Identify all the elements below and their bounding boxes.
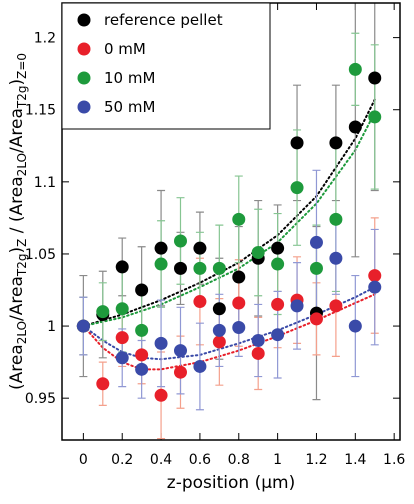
data-point [212,323,226,337]
data-point [290,299,304,313]
data-point [309,235,323,249]
data-point [329,136,343,150]
data-point [232,321,246,335]
x-tick-label: 0.6 [189,452,211,468]
label-subscript: 2LO [15,153,29,176]
data-point [290,136,304,150]
label-part: /Area [7,276,27,321]
data-point [212,261,226,275]
label-part: / (Area [7,176,27,238]
data-point [271,328,285,342]
x-tick-label: 0.2 [111,452,133,468]
x-tick-label: 0.8 [228,452,250,468]
data-point [193,241,207,255]
legend-label: reference pellet [104,11,223,29]
data-point [154,257,168,271]
data-point [271,297,285,311]
legend-box [61,2,271,130]
data-point [232,270,246,284]
y-tick-label: 1.05 [25,247,56,263]
data-point [76,319,90,333]
legend-marker [77,42,91,56]
data-point [135,362,149,376]
x-tick-label: 1.4 [344,452,366,468]
data-point [251,346,265,360]
label-subscript: Z=0 [15,53,29,79]
data-point [135,283,149,297]
data-point [115,260,129,274]
data-point [309,312,323,326]
legend-marker [77,13,91,27]
legend-marker [77,100,91,114]
data-point [329,251,343,265]
data-point [348,319,362,333]
data-point [96,377,110,391]
legend-label: 0 mM [104,40,146,58]
label-part: /Area [7,108,27,153]
fit-line [82,286,376,361]
x-tick-label: 0.4 [150,452,172,468]
data-point [154,388,168,402]
y-tick-label: 1.2 [34,31,56,47]
label-subscript: 2LO [15,321,29,344]
label-subscript: Z [15,239,29,247]
data-point [135,348,149,362]
data-point [368,280,382,294]
y-tick-label: 1.15 [25,103,56,119]
data-point [193,295,207,309]
data-point [368,71,382,85]
data-point [154,336,168,350]
label-part: (Area [7,344,27,390]
data-point [193,261,207,275]
data-point [135,323,149,337]
data-point [115,351,129,365]
data-point [290,181,304,195]
plot-area [76,3,382,440]
label-part: ) [7,247,27,254]
data-point [173,234,187,248]
x-axis-label: z-position (μm) [167,473,295,493]
y-tick-label: 1.1 [34,175,56,191]
label-part: ) [7,79,27,86]
x-tick-label: 0 [79,452,88,468]
data-point [173,365,187,379]
legend-label: 50 mM [104,98,155,116]
x-tick-label: 1.2 [305,452,327,468]
fit-line [82,98,376,328]
data-point [232,296,246,310]
data-point [154,241,168,255]
data-point [309,261,323,275]
data-point [329,299,343,313]
legend-label: 10 mM [104,69,155,87]
data-point [251,246,265,260]
data-point [271,241,285,255]
data-point [251,333,265,347]
label-subscript: T2g [15,86,29,110]
data-point [271,257,285,271]
data-point [329,212,343,226]
data-point [232,212,246,226]
y-tick-label: 0.95 [25,391,56,407]
label-subscript: T2g [15,253,29,277]
data-point [348,62,362,76]
data-point [212,335,226,349]
data-point [212,302,226,316]
data-point [173,344,187,358]
legend-marker [77,71,91,85]
data-point [115,302,129,316]
x-tick-label: 1 [273,452,282,468]
data-point [115,331,129,345]
legend: reference pellet 0 mM 10 mM 50 mM [61,2,271,130]
data-point [348,120,362,134]
data-point [96,305,110,319]
data-point [173,261,187,275]
y-tick-label: 1 [47,319,56,335]
data-point [193,359,207,373]
x-tick-label: 1.6 [383,452,405,468]
data-point [368,269,382,283]
y-axis-label: (Area2LO/AreaT2g)Z / (Area2LO/AreaT2g)Z=… [7,53,29,390]
data-point [368,110,382,124]
